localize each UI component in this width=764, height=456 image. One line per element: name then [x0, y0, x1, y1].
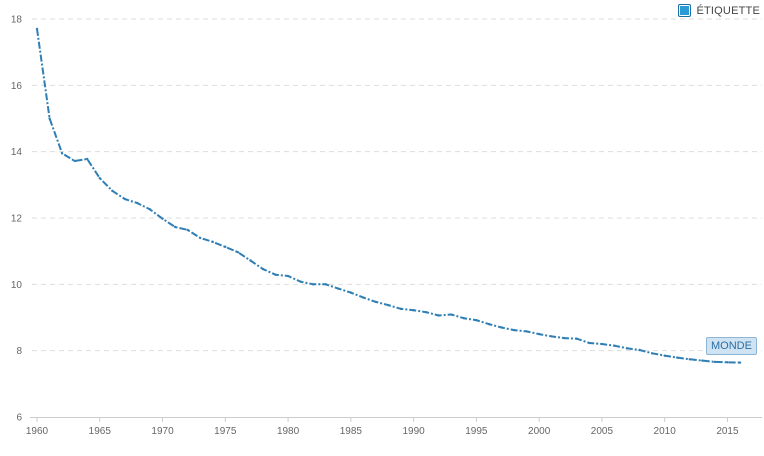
x-tick-label: 1990	[402, 426, 425, 437]
data-point[interactable]	[475, 318, 478, 322]
x-tick-label: 2000	[528, 426, 551, 437]
data-point[interactable]	[148, 208, 152, 211]
series-label-monde: MONDE	[706, 336, 757, 355]
data-point[interactable]	[726, 361, 729, 364]
data-point[interactable]	[625, 347, 629, 350]
data-point[interactable]	[35, 27, 39, 31]
data-point[interactable]	[575, 337, 579, 340]
data-point[interactable]	[337, 287, 340, 290]
x-tick-label: 2010	[654, 426, 677, 437]
data-point[interactable]	[173, 225, 177, 229]
y-tick-label: 6	[16, 413, 22, 424]
data-point[interactable]	[600, 342, 604, 346]
data-point[interactable]	[676, 356, 679, 359]
y-tick-label: 14	[11, 147, 23, 158]
x-tick-label: 1960	[26, 426, 49, 437]
x-axis: 1960 1965 1970 1975 1980 1985 1990 1995 2000 2005…	[26, 417, 762, 437]
x-tick-label: 1985	[340, 426, 363, 437]
x-tick-label: 1995	[465, 426, 488, 437]
data-point[interactable]	[198, 236, 202, 240]
data-point[interactable]	[701, 359, 704, 362]
y-tick-label: 12	[11, 214, 23, 225]
data-point[interactable]	[186, 228, 189, 232]
data-point[interactable]	[663, 354, 666, 357]
data-point[interactable]	[638, 348, 641, 352]
data-point[interactable]	[563, 336, 566, 340]
data-point[interactable]	[224, 245, 227, 249]
data-point[interactable]	[60, 152, 64, 155]
data-point[interactable]	[399, 307, 403, 311]
data-point[interactable]	[387, 304, 390, 307]
data-point[interactable]	[487, 322, 491, 326]
data-point[interactable]	[161, 217, 164, 220]
legend[interactable]: ÉTIQUETTE	[678, 4, 760, 17]
data-point[interactable]	[136, 201, 139, 205]
data-point[interactable]	[274, 273, 277, 276]
data-point[interactable]	[550, 335, 553, 338]
data-point[interactable]	[525, 330, 528, 333]
data-point[interactable]	[349, 291, 353, 294]
data-point[interactable]	[738, 361, 742, 364]
data-point[interactable]	[123, 197, 127, 201]
data-point[interactable]	[98, 177, 101, 180]
x-tick-label: 2015	[716, 426, 739, 437]
data-point[interactable]	[261, 267, 265, 271]
data-point[interactable]	[362, 296, 365, 299]
data-point[interactable]	[86, 157, 89, 161]
data-point[interactable]	[299, 280, 302, 283]
data-point[interactable]	[450, 313, 453, 316]
data-point[interactable]	[512, 328, 516, 332]
data-point[interactable]	[324, 283, 327, 286]
legend-label: ÉTIQUETTE	[696, 4, 760, 17]
data-point[interactable]	[48, 117, 51, 120]
data-point[interactable]	[412, 309, 415, 312]
data-point[interactable]	[374, 300, 378, 304]
x-tick-label: 2005	[591, 426, 614, 437]
x-tick-label: 1965	[89, 426, 112, 437]
grid-lines	[32, 18, 762, 352]
y-tick-label: 8	[16, 346, 22, 357]
data-point[interactable]	[111, 189, 114, 193]
data-point[interactable]	[249, 259, 252, 262]
data-point[interactable]	[286, 274, 290, 278]
x-tick-label: 1980	[277, 426, 300, 437]
legend-square-icon[interactable]	[678, 4, 692, 17]
data-point[interactable]	[500, 326, 503, 329]
data-point[interactable]	[537, 332, 541, 336]
y-tick-label: 18	[11, 15, 23, 26]
y-tick-label: 16	[11, 81, 23, 92]
y-tick-label: 10	[11, 280, 23, 291]
x-tick-label: 1975	[214, 426, 237, 437]
data-point[interactable]	[613, 344, 616, 347]
data-point[interactable]	[424, 310, 428, 314]
data-point[interactable]	[311, 283, 315, 286]
data-point[interactable]	[462, 316, 466, 320]
y-axis: 6 8 10 12 14 16 18	[11, 15, 23, 424]
data-point[interactable]	[588, 341, 591, 345]
series-line	[36, 28, 741, 364]
series-monde	[35, 27, 742, 364]
data-point[interactable]	[211, 240, 214, 244]
data-point[interactable]	[73, 159, 76, 163]
data-point[interactable]	[688, 358, 691, 361]
data-point[interactable]	[650, 352, 654, 355]
data-point[interactable]	[437, 314, 440, 317]
data-point[interactable]	[236, 250, 240, 254]
data-point[interactable]	[713, 360, 717, 364]
x-tick-label: 1970	[151, 426, 174, 437]
